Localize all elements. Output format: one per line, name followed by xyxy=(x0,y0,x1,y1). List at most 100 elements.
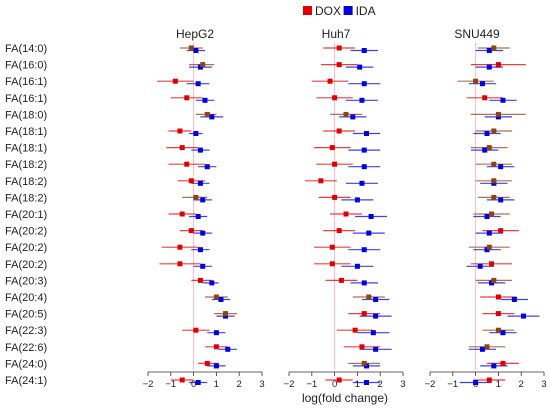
legend-label-ida: IDA xyxy=(356,4,376,18)
dox-point xyxy=(491,194,497,200)
ida-point xyxy=(195,214,201,219)
ida-point xyxy=(225,346,231,352)
ida-point xyxy=(193,131,199,136)
dox-point xyxy=(343,111,349,117)
ida-point xyxy=(491,363,497,369)
x-tick-label: 1 xyxy=(496,379,501,390)
ida-point xyxy=(511,297,517,302)
ida-point xyxy=(500,97,506,103)
dox-point xyxy=(495,294,501,300)
x-tick-label: 1 xyxy=(355,379,360,390)
dox-point xyxy=(336,228,342,234)
dox-point xyxy=(336,45,342,51)
dox-point xyxy=(332,161,338,167)
ida-point xyxy=(197,147,203,153)
dox-point xyxy=(332,95,338,101)
ida-point xyxy=(373,346,379,352)
row-label: FA(20:5) xyxy=(5,309,47,321)
dox-point xyxy=(184,95,190,101)
dox-point xyxy=(359,344,365,350)
dox-point xyxy=(484,344,490,350)
x-tick-label: 2 xyxy=(237,379,242,390)
x-axis-label: log(fold change) xyxy=(302,391,388,405)
x-tick-label: −2 xyxy=(143,379,154,390)
row-label: FA(20:2) xyxy=(5,226,47,238)
dox-point xyxy=(172,78,178,84)
dox-point xyxy=(361,360,367,366)
ida-point xyxy=(486,64,492,70)
dox-point xyxy=(332,194,338,200)
ida-point xyxy=(200,230,206,236)
ida-point xyxy=(361,247,367,253)
ida-point xyxy=(500,330,506,336)
dox-point xyxy=(498,228,504,234)
dox-point xyxy=(491,161,497,167)
ida-point xyxy=(498,164,504,170)
dox-point xyxy=(486,244,492,250)
ida-point xyxy=(204,164,210,170)
row-label: FA(18:0) xyxy=(5,109,47,121)
dox-point xyxy=(188,228,194,234)
row-label: FA(16:1) xyxy=(5,76,47,88)
ida-point xyxy=(486,230,492,236)
x-tick-label: 1 xyxy=(214,379,219,390)
ida-point xyxy=(213,363,219,369)
ida-point xyxy=(364,380,370,385)
row-label: FA(20:2) xyxy=(5,242,47,254)
ida-point xyxy=(361,280,367,286)
ida-point xyxy=(200,263,206,269)
x-tick-label: −2 xyxy=(425,379,436,390)
dox-point xyxy=(495,62,501,68)
legend-swatch-dox xyxy=(303,6,312,15)
ida-point xyxy=(361,48,367,53)
ida-point xyxy=(359,97,365,103)
dox-point xyxy=(491,178,497,184)
ida-point xyxy=(366,230,372,236)
dox-point xyxy=(177,244,183,250)
x-tick-label: 2 xyxy=(378,379,383,390)
ida-point xyxy=(354,197,360,203)
row-label: FA(18:2) xyxy=(5,176,47,188)
ida-point xyxy=(197,180,203,186)
dox-point xyxy=(495,311,501,317)
dox-point xyxy=(489,261,495,267)
ida-point xyxy=(209,114,215,120)
ida-point xyxy=(195,81,201,87)
row-label: FA(22:6) xyxy=(5,342,47,354)
ida-point xyxy=(195,380,201,385)
dox-point xyxy=(486,377,492,383)
ida-point xyxy=(373,313,379,319)
row-label: FA(16:0) xyxy=(5,60,47,72)
legend-label-dox: DOX xyxy=(315,4,341,18)
ida-point xyxy=(479,346,485,352)
dox-point xyxy=(486,145,492,151)
panel-title: Huh7 xyxy=(322,27,351,41)
dox-point xyxy=(327,78,333,84)
x-tick-label: 3 xyxy=(259,379,264,390)
x-tick-label: 3 xyxy=(400,379,405,390)
dox-point xyxy=(336,62,342,68)
ida-point xyxy=(193,48,199,53)
ida-point xyxy=(479,81,485,87)
ida-point xyxy=(477,263,483,269)
dox-point xyxy=(495,327,501,333)
ida-point xyxy=(354,263,360,269)
dox-point xyxy=(200,62,206,68)
ida-point xyxy=(484,214,490,219)
dox-point xyxy=(329,145,335,151)
ida-point xyxy=(364,131,370,136)
dox-point xyxy=(197,277,203,283)
dox-point xyxy=(318,178,324,184)
x-tick-label: −1 xyxy=(447,379,458,390)
dox-point xyxy=(188,45,194,51)
ida-point xyxy=(498,197,504,203)
dox-point xyxy=(352,327,358,333)
x-tick-label: 0 xyxy=(332,379,337,390)
dox-point xyxy=(177,128,183,134)
dox-point xyxy=(491,277,497,283)
dox-point xyxy=(495,111,501,117)
ida-point xyxy=(486,48,492,53)
row-labels: FA(14:0) FA(16:0) FA(16:1) FA(16:1) FA(18:0)… xyxy=(5,43,47,387)
dox-point xyxy=(343,211,349,217)
